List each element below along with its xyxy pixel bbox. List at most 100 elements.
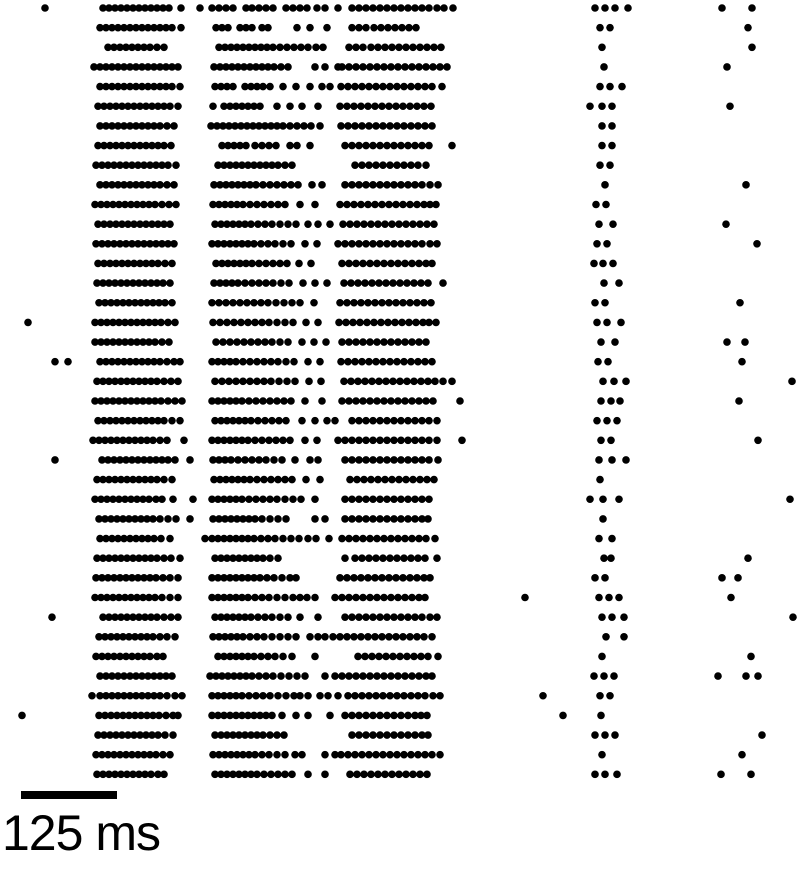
spike-dot xyxy=(134,240,142,248)
spike-dot xyxy=(122,456,130,464)
spike-dot xyxy=(594,357,602,366)
spike-dot xyxy=(245,495,253,504)
spike-dot xyxy=(246,633,254,641)
spike-dot xyxy=(144,181,152,189)
spike-dot xyxy=(103,397,111,405)
spike-dot xyxy=(245,691,253,700)
spike-dot xyxy=(265,436,273,445)
spike-dot xyxy=(156,672,164,680)
spike-dot xyxy=(361,377,369,386)
spike-dot xyxy=(209,750,217,759)
spike-dot xyxy=(334,4,342,12)
spike-dot xyxy=(223,731,231,739)
spike-dot xyxy=(122,240,130,248)
spike-dot xyxy=(403,279,411,287)
spike-dot xyxy=(108,672,116,680)
spike-dot xyxy=(140,652,148,661)
spike-dot xyxy=(258,750,266,759)
spike-dot xyxy=(376,495,384,504)
spike-dot xyxy=(437,43,445,52)
spike-dot xyxy=(226,338,234,346)
spike-dot xyxy=(275,416,283,425)
spike-dot xyxy=(218,672,226,680)
spike-dot xyxy=(273,397,281,405)
spike-dot xyxy=(229,770,237,779)
spike-dot xyxy=(160,613,168,621)
spike-dot xyxy=(271,652,279,661)
spike-dot xyxy=(156,63,164,71)
spike-dot xyxy=(343,298,351,307)
spike-dot xyxy=(176,554,184,562)
spike-dot xyxy=(373,397,381,405)
spike-dot xyxy=(369,515,377,523)
spike-dot xyxy=(413,200,421,209)
spike-dot xyxy=(383,436,391,445)
spike-dot xyxy=(255,259,263,268)
spike-dot xyxy=(136,259,144,268)
spike-dot xyxy=(167,554,175,562)
spike-dot xyxy=(218,23,226,32)
spike-dot xyxy=(24,318,32,327)
spike-dot xyxy=(404,456,412,464)
spike-dot xyxy=(433,240,441,248)
spike-dot xyxy=(151,318,159,327)
spike-dot xyxy=(222,475,230,484)
spike-dot xyxy=(138,357,146,366)
spike-dot xyxy=(230,259,238,268)
spike-dot xyxy=(596,691,604,700)
spike-dot xyxy=(286,102,294,111)
spike-dot xyxy=(607,436,615,445)
spike-dot xyxy=(100,102,108,111)
spike-dot xyxy=(248,279,256,287)
spike-dot xyxy=(305,377,313,386)
spike-dot xyxy=(601,181,609,189)
spike-dot xyxy=(367,43,375,52)
spike-dot xyxy=(602,633,610,641)
spike-dot xyxy=(431,534,439,543)
spike-dot xyxy=(121,397,129,405)
spike-dot xyxy=(250,240,258,248)
spike-dot xyxy=(143,711,151,720)
spike-dot xyxy=(296,613,304,621)
spike-dot xyxy=(152,456,160,464)
spike-dot xyxy=(258,515,266,523)
spike-dot xyxy=(416,220,424,228)
spike-dot xyxy=(596,82,604,91)
spike-dot xyxy=(345,593,353,602)
spike-dot xyxy=(110,240,118,248)
spike-dot xyxy=(142,102,150,111)
spike-dot xyxy=(232,102,240,111)
spike-dot xyxy=(158,200,166,209)
spike-dot xyxy=(226,102,234,111)
spike-dot xyxy=(598,43,606,52)
spike-dot xyxy=(392,102,400,111)
spike-dot xyxy=(603,240,611,248)
spike-dot xyxy=(411,240,419,248)
spike-dot xyxy=(214,711,222,720)
spike-dot xyxy=(160,770,168,779)
spike-dot xyxy=(232,397,240,405)
spike-dot xyxy=(425,141,433,150)
spike-dot xyxy=(143,515,151,523)
spike-dot xyxy=(99,4,107,12)
spike-dot xyxy=(124,102,132,111)
spike-dot xyxy=(125,633,133,641)
spike-dot xyxy=(266,495,274,504)
spike-dot xyxy=(411,731,419,739)
spike-dot xyxy=(600,554,608,562)
spike-dot xyxy=(161,259,169,268)
spike-dot xyxy=(117,279,125,287)
spike-dot xyxy=(250,534,258,543)
spike-dot xyxy=(413,102,421,111)
spike-dot xyxy=(371,574,379,582)
spike-dot xyxy=(91,593,99,602)
spike-dot xyxy=(613,770,621,779)
spike-dot xyxy=(18,711,26,720)
spike-dot xyxy=(153,4,161,12)
spike-dot xyxy=(606,161,614,169)
spike-dot xyxy=(591,4,599,12)
spike-dot xyxy=(281,318,289,327)
spike-dot xyxy=(400,691,408,700)
spike-dot xyxy=(99,377,107,386)
spike-dot xyxy=(286,436,294,445)
